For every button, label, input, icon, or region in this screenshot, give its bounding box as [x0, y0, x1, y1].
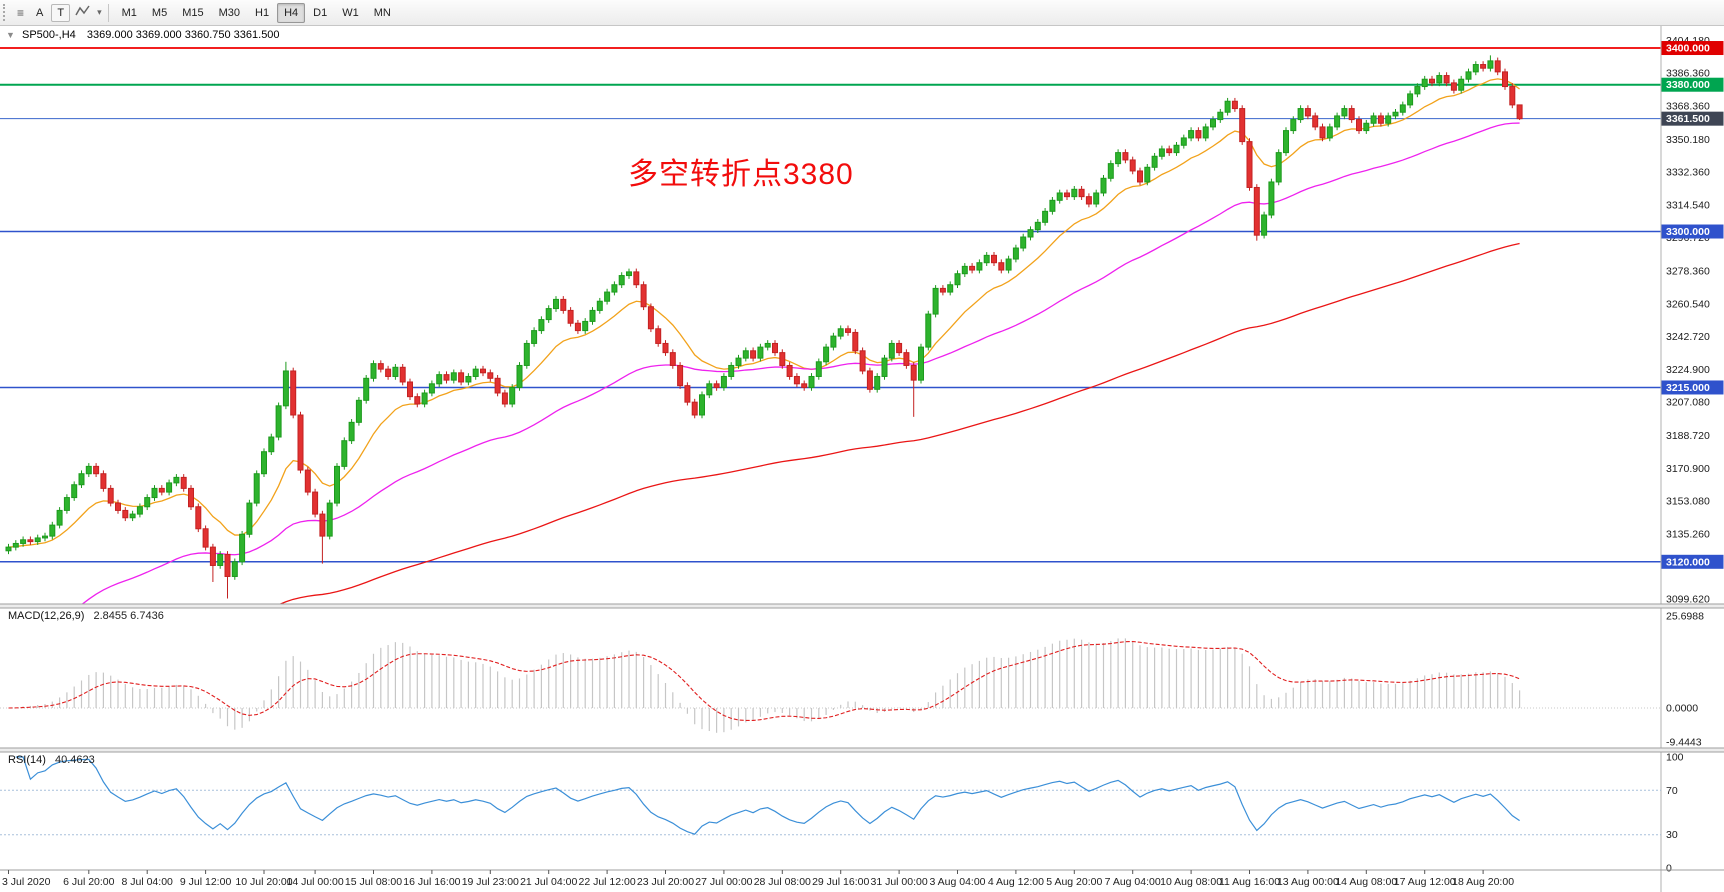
chart-text-annotation[interactable]: 多空转折点3380	[628, 158, 854, 191]
macd-axis-label: -9.4443	[1666, 736, 1702, 748]
macd-indicator-label: MACD(12,26,9) 2.8455 6.7436	[8, 610, 164, 622]
timeframe-button-m5[interactable]: M5	[151, 6, 168, 19]
price-tag-3380	[1661, 77, 1724, 92]
rsi-axis-label: 70	[1666, 785, 1678, 797]
toolbar-drag-handle[interactable]	[3, 4, 8, 21]
time-axis-label: 13 Aug 00:00	[1277, 876, 1339, 888]
time-axis-label: 29 Jul 16:00	[812, 876, 869, 888]
price-axis-label: 3314.540	[1666, 199, 1710, 211]
macd-pane	[0, 638, 1661, 733]
main-price-pane	[0, 47, 1661, 604]
time-axis-label: 9 Jul 12:00	[180, 876, 232, 888]
time-axis-label: 21 Jul 04:00	[520, 876, 577, 888]
price-tag-label: 3120.000	[1666, 556, 1710, 568]
macd-values: 2.8455 6.7436	[93, 610, 164, 622]
macd-signal-line	[8, 640, 1520, 722]
price-axis-label: 3135.260	[1666, 528, 1710, 540]
slow-ma-line	[278, 242, 1520, 604]
time-axis-label: 5 Aug 20:00	[1046, 876, 1102, 888]
timeframe-button-m15[interactable]: M15	[182, 6, 204, 19]
time-axis-label: 4 Aug 12:00	[988, 876, 1044, 888]
rsi-axis-label: 30	[1666, 829, 1678, 841]
time-axis-label: 28 Jul 08:00	[754, 876, 811, 888]
price-tag-3120	[1661, 554, 1724, 569]
time-axis-label: 19 Jul 23:00	[462, 876, 519, 888]
macd-name: MACD(12,26,9)	[8, 610, 85, 622]
price-tag-3300	[1661, 224, 1724, 239]
time-axis-label: 22 Jul 12:00	[578, 876, 635, 888]
timeframe-button-m1[interactable]: M1	[121, 6, 137, 19]
price-axis-label: 3332.360	[1666, 167, 1710, 179]
timeframe-button-h4[interactable]: H4	[277, 2, 306, 23]
time-axis-label: 3 Aug 04:00	[929, 876, 985, 888]
rsi-axis-label: 0	[1666, 863, 1672, 875]
timeframe-button-w1[interactable]: W1	[342, 6, 359, 19]
chart-list-icon[interactable]: ≡	[17, 5, 25, 20]
price-axis-label: 3368.360	[1666, 101, 1710, 113]
time-axis-label: 8 Jul 04:00	[122, 876, 174, 888]
rsi-name: RSI(14)	[8, 754, 46, 766]
fast-ma-line	[8, 78, 1520, 548]
price-tag-label: 3400.000	[1666, 43, 1710, 55]
candles-group	[5, 55, 1523, 599]
price-tag-3361.5	[1661, 111, 1724, 126]
time-axis-label: 10 Aug 08:00	[1160, 876, 1222, 888]
time-axis-label: 15 Jul 08:00	[345, 876, 402, 888]
chart-collapse-icon[interactable]: ▼	[6, 30, 15, 40]
price-axis-label: 3260.540	[1666, 298, 1710, 310]
price-axis-label: 3278.360	[1666, 266, 1710, 278]
medium-ma-line	[81, 122, 1520, 604]
ohlc-values: 3369.000 3369.000 3360.750 3361.500	[86, 29, 280, 41]
time-axis-label: 31 Jul 00:00	[870, 876, 927, 888]
time-axis-label: 10 Jul 20:00	[235, 876, 292, 888]
price-axis-label: 3207.080	[1666, 397, 1710, 409]
time-axis-label: 3 Jul 2020	[2, 876, 51, 888]
toolbar-separator	[107, 3, 109, 22]
price-axis-label: 3386.360	[1666, 68, 1710, 80]
top-toolbar: ≡ A T ▾ M1 M5 M15 M30 H1 H4 D1 W1 MN	[0, 0, 1724, 26]
price-tag-3400	[1661, 41, 1724, 56]
price-axis-label: 3188.720	[1666, 430, 1710, 442]
time-axis-label: 17 Aug 12:00	[1394, 876, 1456, 888]
time-axis-label: 23 Jul 20:00	[637, 876, 694, 888]
timeframe-button-d1[interactable]: D1	[313, 6, 328, 19]
price-tag-label: 3380.000	[1666, 79, 1710, 91]
price-axis-label: 3153.080	[1666, 496, 1710, 508]
price-axis-label: 3224.900	[1666, 364, 1710, 376]
rsi-indicator-label: RSI(14) 40.4623	[8, 754, 95, 766]
price-axis-label: 3242.720	[1666, 331, 1710, 343]
price-axis-label: 3170.900	[1666, 463, 1710, 475]
time-axis-label: 18 Aug 20:00	[1452, 876, 1514, 888]
price-tag-3215	[1661, 380, 1724, 395]
dropdown-arrow-icon[interactable]: ▾	[97, 7, 102, 17]
time-axis-label: 27 Jul 00:00	[695, 876, 752, 888]
line-studies-icon[interactable]	[71, 3, 95, 22]
price-tag-label: 3215.000	[1666, 382, 1710, 394]
time-axis-label: 14 Aug 08:00	[1335, 876, 1397, 888]
symbol-period-label: SP500-,H4	[21, 29, 76, 41]
timeframe-button-h1[interactable]: H1	[255, 6, 270, 19]
text-label-tool-button[interactable]: T	[51, 3, 71, 22]
rsi-line	[15, 756, 1520, 835]
rsi-axis-label: 100	[1666, 752, 1684, 764]
timeframe-button-mn[interactable]: MN	[373, 6, 391, 19]
symbol-header: ▼ SP500-,H4 3369.000 3369.000 3360.750 3…	[6, 29, 280, 41]
time-axis-label: 7 Aug 04:00	[1105, 876, 1161, 888]
price-tag-label: 3300.000	[1666, 226, 1710, 238]
macd-axis-label: 0.0000	[1666, 703, 1698, 715]
time-axis-label: 6 Jul 20:00	[63, 876, 115, 888]
time-axis-label: 11 Aug 16:00	[1219, 876, 1280, 888]
price-axis-label: 3099.620	[1666, 594, 1710, 606]
time-axis-label: 16 Jul 16:00	[403, 876, 460, 888]
price-axis-label: 3350.180	[1666, 134, 1710, 146]
text-annotation-tool-button[interactable]: A	[36, 6, 44, 19]
timeframe-button-m30[interactable]: M30	[218, 6, 240, 19]
macd-axis-label: 25.6988	[1666, 610, 1704, 622]
price-tag-label: 3361.500	[1666, 113, 1710, 125]
time-axis-label: 14 Jul 00:00	[286, 876, 343, 888]
rsi-value: 40.4623	[54, 754, 95, 766]
